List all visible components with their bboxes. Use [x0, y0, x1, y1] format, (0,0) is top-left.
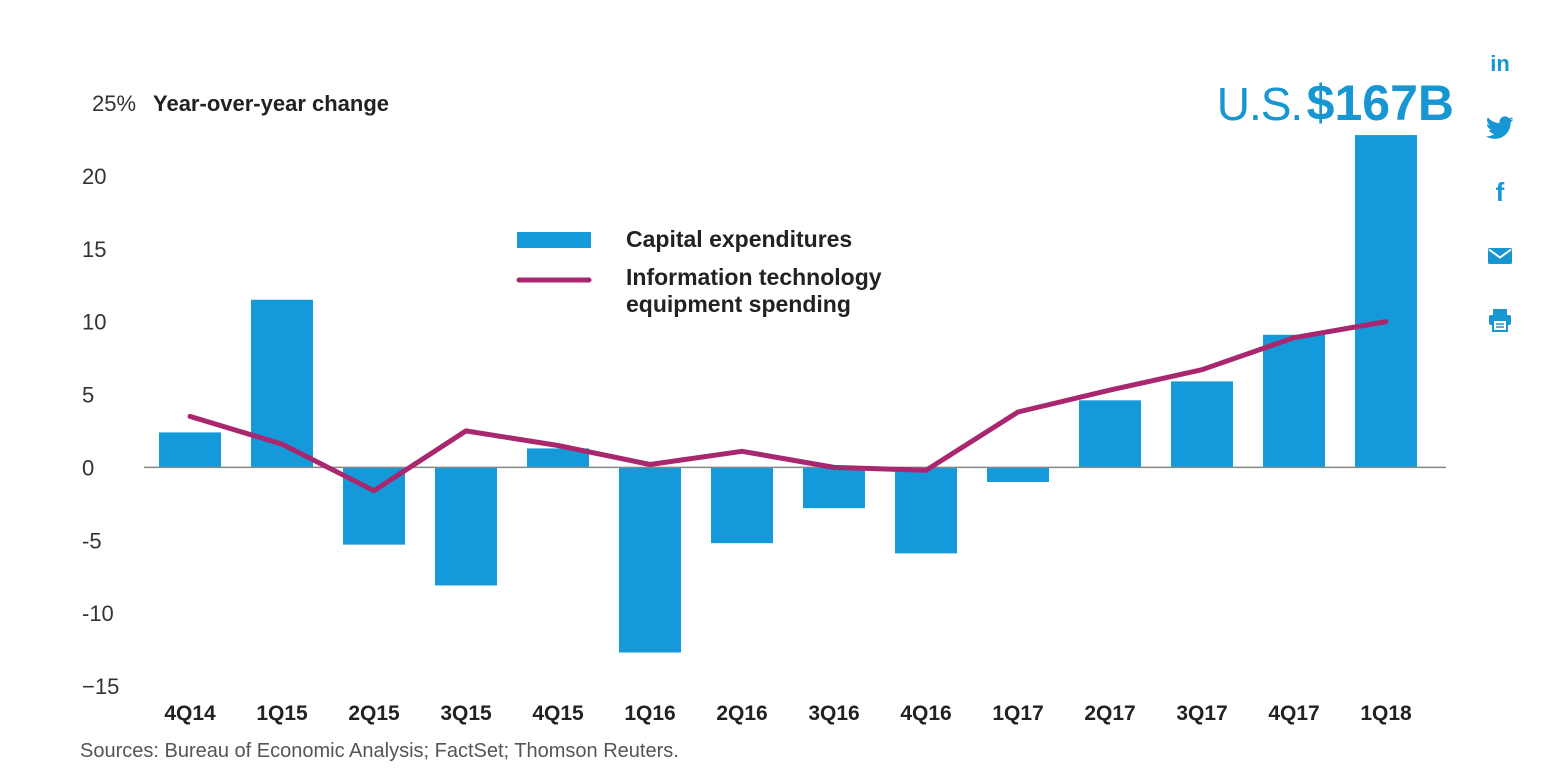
facebook-icon: f	[1496, 177, 1505, 207]
y-tick-label: 0	[82, 455, 94, 480]
x-tick-label: 1Q18	[1360, 702, 1412, 725]
y-tick-label: 5	[82, 383, 94, 408]
y-tick-label: 20	[82, 164, 106, 189]
annotation-prefix: U.S.	[1216, 78, 1303, 130]
source-note: Sources: Bureau of Economic Analysis; Fa…	[80, 740, 679, 762]
x-tick-label: 2Q15	[348, 702, 400, 725]
bar-3Q17	[1171, 381, 1233, 468]
x-tick-label: 2Q16	[716, 702, 767, 725]
x-tick-label: 1Q17	[992, 702, 1043, 725]
bar-3Q15	[435, 467, 497, 586]
x-tick-label: 3Q15	[440, 702, 492, 725]
linkedin-glyph: in	[1490, 51, 1510, 76]
x-tick-label: 3Q17	[1176, 702, 1227, 725]
annotation-callout: U.S. $167B	[1217, 78, 1454, 128]
bar-4Q15	[527, 448, 589, 468]
linkedin-share-button[interactable]: in	[1478, 42, 1522, 86]
x-tick-label: 1Q15	[256, 702, 308, 725]
bar-4Q17	[1263, 334, 1325, 468]
bar-1Q17	[987, 467, 1049, 482]
x-tick-label: 4Q17	[1268, 702, 1319, 725]
x-tick-label: 3Q16	[808, 702, 859, 725]
x-tick-label: 1Q16	[624, 702, 675, 725]
legend-label-it-line2: equipment spending	[626, 291, 851, 317]
annotation-value: $167B	[1306, 75, 1454, 131]
bar-4Q16	[895, 467, 957, 554]
y-tick-label: −15	[82, 674, 119, 699]
legend-label-capex: Capital expenditures	[626, 226, 852, 252]
y-tick-label: -5	[82, 528, 102, 553]
print-button[interactable]	[1478, 298, 1522, 342]
x-tick-label: 4Q16	[900, 702, 951, 725]
x-tick-label: 4Q15	[532, 702, 584, 725]
bar-4Q14	[159, 432, 221, 468]
email-share-button[interactable]	[1478, 234, 1522, 278]
bar-2Q16	[711, 467, 773, 544]
bar-1Q18	[1355, 135, 1417, 468]
it-spending-line	[187, 319, 1389, 494]
email-icon	[1488, 248, 1512, 264]
facebook-share-button[interactable]: f	[1478, 170, 1522, 214]
print-icon	[1489, 309, 1511, 332]
x-tick-label: 4Q14	[164, 702, 216, 725]
y-axis-ticks: −15 -10 -5 0 5 10 15 20	[82, 164, 119, 699]
bar-3Q16	[803, 467, 865, 509]
legend: Capital expenditures Information technol…	[516, 226, 882, 317]
twitter-share-button[interactable]	[1478, 106, 1522, 150]
twitter-icon	[1486, 116, 1514, 139]
bar-series	[159, 135, 1417, 653]
bar-1Q16	[619, 467, 681, 653]
facebook-glyph: f	[1496, 177, 1505, 207]
y-tick-label: 15	[82, 237, 106, 262]
bar-2Q17	[1079, 400, 1141, 468]
y-tick-label: 10	[82, 310, 106, 335]
y-axis-top-label: 25%	[92, 91, 136, 116]
linkedin-icon: in	[1490, 51, 1510, 76]
y-axis-title: Year-over-year change	[153, 91, 389, 116]
social-share-bar: in f	[1478, 42, 1522, 362]
x-tick-label: 2Q17	[1084, 702, 1135, 725]
y-tick-label: -10	[82, 601, 114, 626]
legend-label-it-line1: Information technology	[626, 264, 882, 290]
legend-swatch-capex	[517, 232, 591, 248]
x-axis-ticks: 4Q14 1Q15 2Q15 3Q15 4Q15 1Q16 2Q16 3Q16 4Q16 1Q17…	[164, 702, 1412, 725]
